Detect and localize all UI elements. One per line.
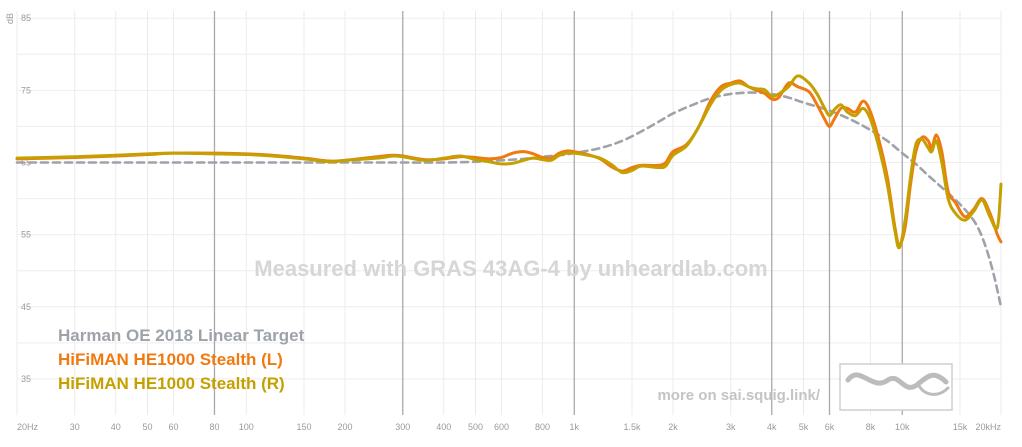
x-tick-label: 4k (767, 422, 777, 432)
x-tick-label: 15k (953, 422, 968, 432)
legend-entry-target: Harman OE 2018 Linear Target (58, 326, 305, 345)
y-tick-label: 65 (21, 158, 31, 168)
x-tick-label: 10k (895, 422, 910, 432)
x-tick-label: 400 (436, 422, 451, 432)
x-tick-label: 40 (111, 422, 121, 432)
logo-frame (839, 363, 953, 411)
legend-entry-right: HiFiMAN HE1000 Stealth (R) (58, 374, 285, 393)
x-tick-label: 1.5k (624, 422, 642, 432)
x-tick-label: 8k (866, 422, 876, 432)
x-tick-label: 2k (668, 422, 678, 432)
y-tick-label: 45 (21, 302, 31, 312)
x-tick-label: 60 (168, 422, 178, 432)
squiglink-logo (839, 363, 953, 411)
x-tick-label: 6k (825, 422, 835, 432)
grid-major (213, 11, 903, 415)
logo-tail (916, 382, 950, 396)
y-tick-label: 55 (21, 230, 31, 240)
series-line-target (15, 91, 1003, 309)
series-line-right (15, 74, 1003, 250)
y-axis-label: dB (5, 13, 15, 24)
y-tick-label: 85 (21, 13, 31, 23)
footer-link-text: more on sai.squig.link/ (657, 387, 820, 404)
x-axis-ticks: 20Hz 30 40 50 60 80 100 150 200 300 400 500 600 800 1k… (17, 422, 1001, 432)
x-tick-label: 200 (337, 422, 352, 432)
y-axis-ticks: 85 75 65 55 45 35 (21, 13, 31, 384)
x-tick-label: 1k (570, 422, 580, 432)
x-tick-label: 80 (209, 422, 219, 432)
grid-minor (16, 11, 1002, 415)
x-tick-label: 150 (297, 422, 312, 432)
x-tick-label: 20Hz (17, 422, 39, 432)
y-tick-label: 35 (21, 374, 31, 384)
legend-entry-left: HiFiMAN HE1000 Stealth (L) (58, 350, 283, 369)
x-tick-label: 300 (395, 422, 410, 432)
watermark-text: Measured with GRAS 43AG-4 by unheardlab.… (254, 256, 767, 281)
x-tick-label: 50 (143, 422, 153, 432)
x-tick-label: 3k (726, 422, 736, 432)
legend: Harman OE 2018 Linear Target HiFiMAN HE10… (58, 326, 305, 393)
x-tick-label: 30 (70, 422, 80, 432)
x-tick-label: 500 (468, 422, 483, 432)
x-tick-label: 600 (494, 422, 509, 432)
x-tick-label: 100 (239, 422, 254, 432)
x-tick-label: 20kHz (975, 422, 1001, 432)
x-tick-label: 800 (535, 422, 550, 432)
series-group (15, 74, 1003, 309)
y-tick-label: 75 (21, 85, 31, 95)
logo-squiggle (845, 372, 949, 390)
x-tick-label: 5k (799, 422, 809, 432)
